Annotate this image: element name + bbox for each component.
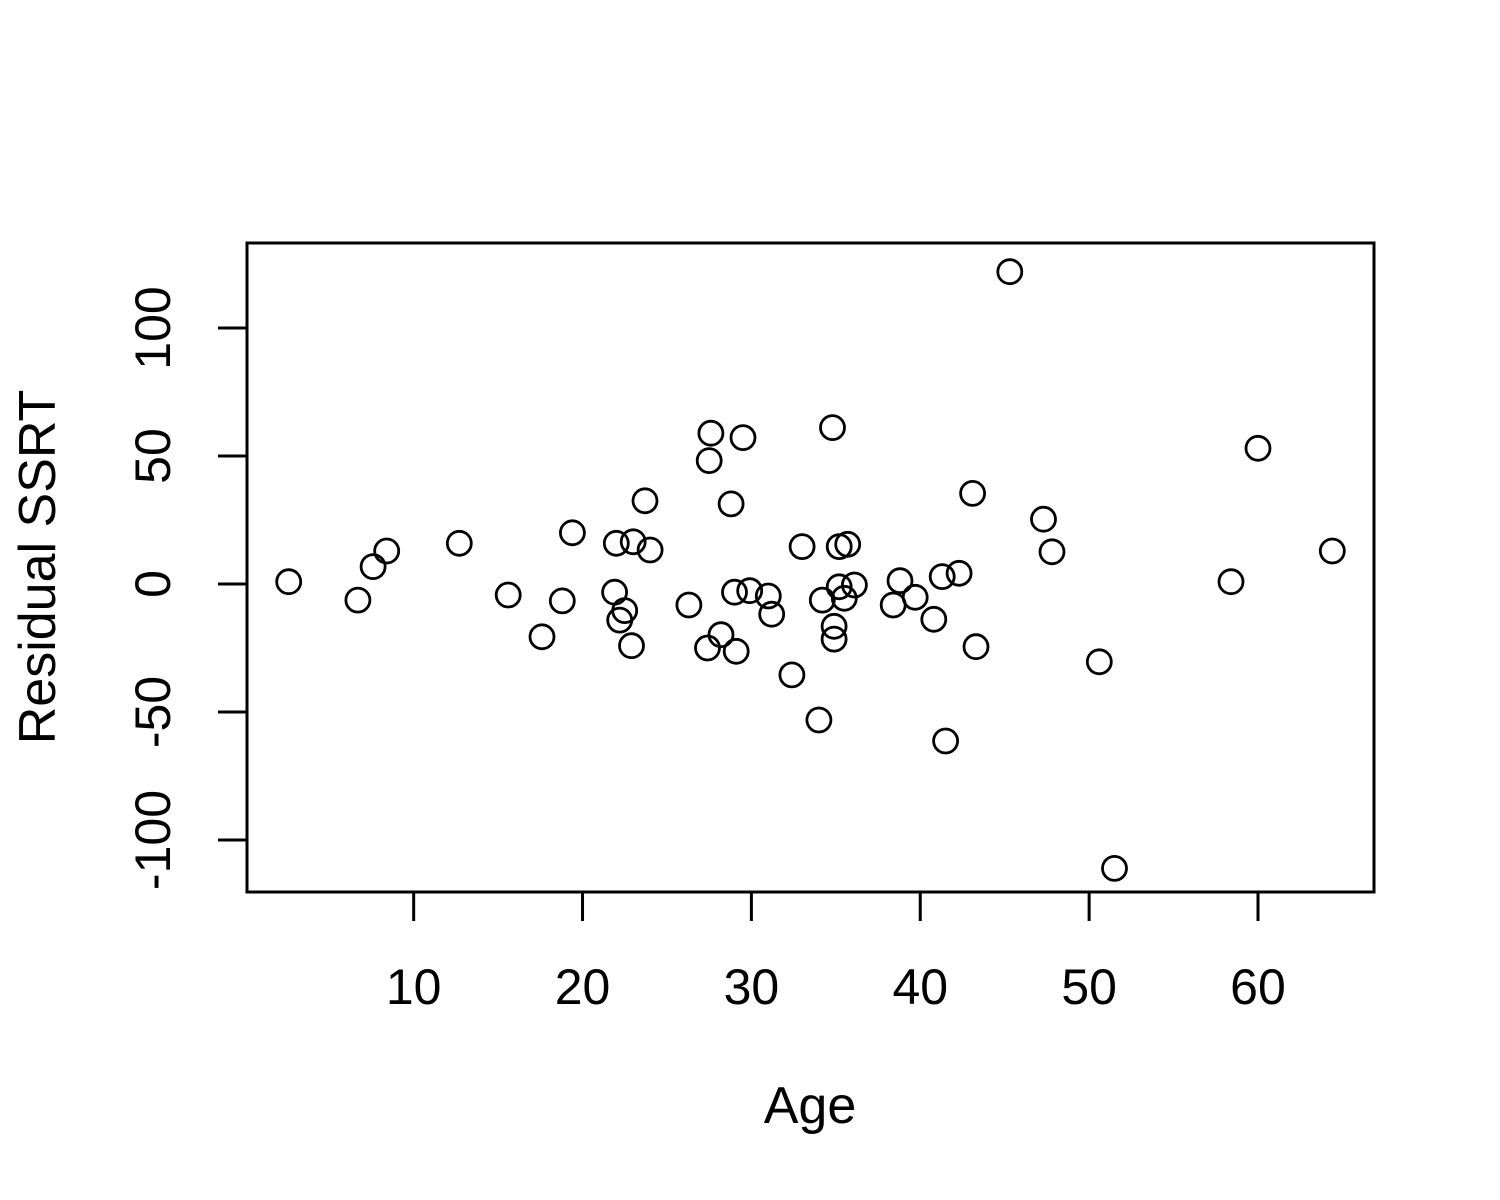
data-point bbox=[920, 605, 948, 633]
x-tick-label: 30 bbox=[724, 959, 780, 1015]
data-point bbox=[1318, 537, 1346, 565]
data-point bbox=[721, 578, 748, 606]
data-point bbox=[445, 529, 473, 557]
data-point bbox=[717, 490, 745, 518]
x-axis-label: Age bbox=[764, 1077, 857, 1135]
x-tick-label: 10 bbox=[386, 959, 442, 1015]
data-point bbox=[788, 533, 816, 560]
data-point bbox=[932, 727, 959, 755]
y-tick-label: -100 bbox=[125, 790, 181, 890]
data-point bbox=[901, 583, 929, 611]
x-axis-ticks bbox=[412, 892, 1260, 921]
y-tick-label: -50 bbox=[125, 676, 181, 748]
data-point bbox=[611, 597, 639, 624]
data-point bbox=[825, 573, 853, 601]
y-tick-label: 50 bbox=[125, 428, 181, 484]
data-point bbox=[618, 632, 645, 660]
data-point bbox=[841, 571, 868, 599]
y-axis-ticks bbox=[218, 326, 247, 842]
data-point bbox=[695, 447, 723, 475]
data-point bbox=[1085, 648, 1113, 676]
data-point bbox=[805, 706, 833, 734]
plot-box bbox=[245, 241, 1376, 894]
data-point bbox=[820, 612, 848, 640]
data-point bbox=[373, 537, 401, 565]
x-tick-label: 20 bbox=[555, 959, 611, 1015]
data-point bbox=[1030, 505, 1057, 533]
data-point bbox=[631, 487, 659, 515]
x-axis-tick-labels: 10 20 30 40 50 60 bbox=[386, 959, 1286, 1015]
data-point bbox=[928, 563, 956, 590]
data-point bbox=[602, 529, 630, 557]
data-point bbox=[729, 424, 757, 452]
data-point bbox=[697, 419, 725, 447]
data-point bbox=[778, 661, 806, 689]
x-tick-label: 50 bbox=[1061, 959, 1117, 1015]
y-tick-label: 100 bbox=[125, 286, 181, 369]
data-point bbox=[359, 553, 387, 580]
data-point bbox=[1101, 855, 1128, 882]
data-point bbox=[758, 600, 786, 628]
data-point bbox=[494, 581, 522, 609]
data-point bbox=[736, 577, 764, 605]
data-point bbox=[548, 587, 576, 615]
data-point bbox=[820, 625, 848, 653]
y-tick-label: 0 bbox=[125, 570, 181, 598]
data-point bbox=[1038, 538, 1066, 566]
data-point bbox=[1244, 434, 1272, 462]
data-point bbox=[559, 519, 586, 547]
data-point bbox=[636, 536, 664, 564]
data-point bbox=[619, 528, 647, 556]
data-point bbox=[528, 623, 556, 651]
data-points bbox=[275, 258, 1346, 882]
y-axis-tick-labels: -100 -50 0 50 100 bbox=[125, 286, 181, 890]
data-point bbox=[830, 584, 858, 612]
data-point bbox=[808, 586, 836, 614]
data-point bbox=[754, 582, 782, 610]
y-axis-label: Residual SSRT bbox=[9, 390, 67, 745]
x-tick-label: 60 bbox=[1230, 959, 1286, 1015]
data-point bbox=[819, 414, 846, 442]
data-point bbox=[275, 568, 303, 596]
data-point bbox=[886, 567, 914, 595]
data-point bbox=[707, 621, 735, 649]
data-point bbox=[675, 591, 703, 619]
data-point bbox=[996, 258, 1024, 286]
data-point bbox=[1217, 568, 1245, 596]
x-tick-label: 40 bbox=[892, 959, 948, 1015]
data-point bbox=[834, 530, 862, 558]
data-point bbox=[344, 586, 372, 614]
data-point bbox=[722, 637, 750, 665]
data-point bbox=[959, 479, 986, 507]
data-point bbox=[962, 633, 990, 661]
data-point bbox=[945, 559, 973, 587]
